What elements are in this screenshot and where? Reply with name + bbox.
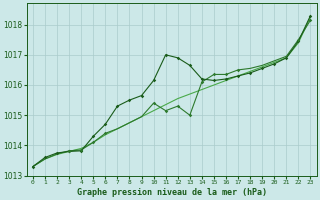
X-axis label: Graphe pression niveau de la mer (hPa): Graphe pression niveau de la mer (hPa) bbox=[77, 188, 267, 197]
